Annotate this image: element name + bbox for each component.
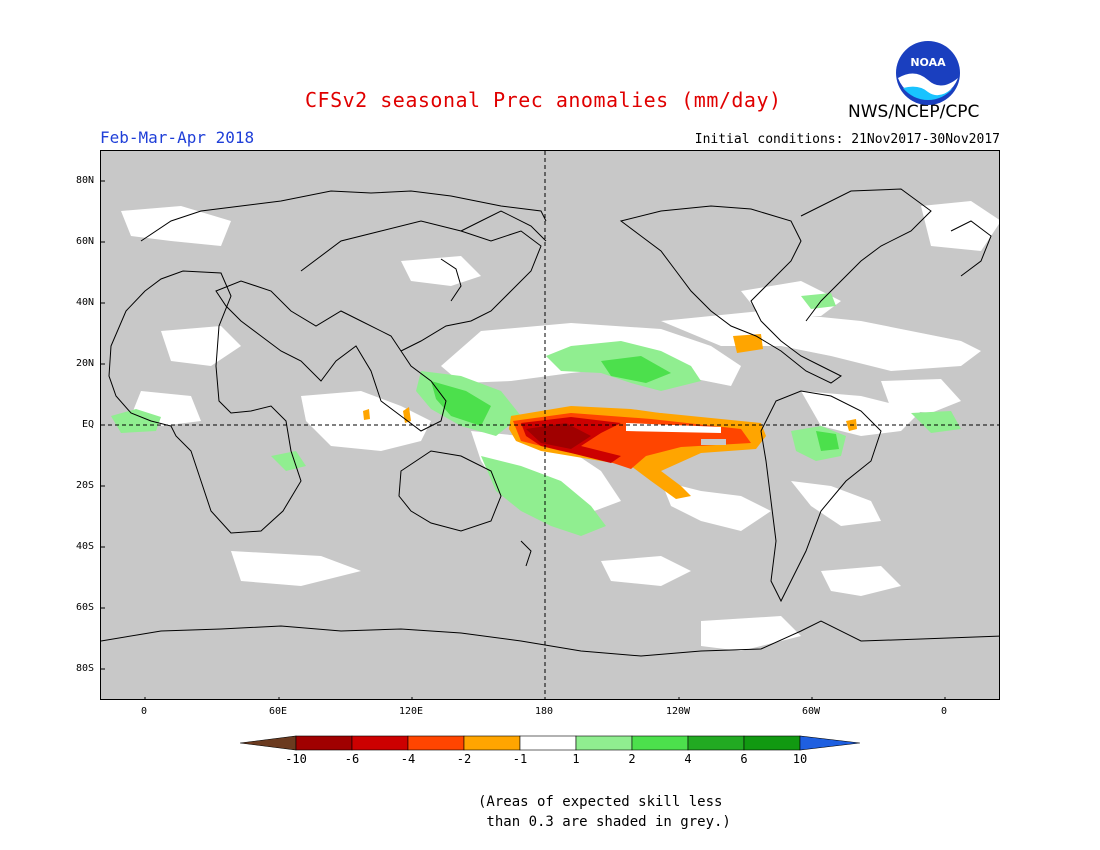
south-america-coast — [760, 390, 882, 603]
japan-coast — [440, 258, 462, 302]
kamchatka-coast — [460, 210, 547, 242]
wet-anomaly-regions — [111, 293, 961, 536]
lat-label-40s: 40S — [75, 541, 94, 552]
africa-coast — [108, 270, 302, 534]
coastlines — [101, 188, 999, 657]
colorbar-segment — [687, 735, 745, 751]
colorbar-tick: 1 — [572, 752, 580, 766]
lon-label-180: 180 — [534, 706, 554, 717]
colorbar-segment — [351, 735, 409, 751]
colorbar-arrow-left — [240, 735, 297, 751]
initial-conditions-label: Initial conditions: 21Nov2017-30Nov2017 — [694, 132, 1000, 147]
chart-title: CFSv2 seasonal Prec anomalies (mm/day) — [305, 88, 782, 112]
lon-label-0: 0 — [140, 706, 148, 717]
colorbar-tick: -4 — [400, 752, 416, 766]
colorbar-segment — [575, 735, 633, 751]
colorbar-segment — [463, 735, 521, 751]
colorbar-tick: 4 — [684, 752, 692, 766]
colorbar-segment — [407, 735, 465, 751]
north-america-coast — [619, 205, 842, 384]
colorbar-tick: -2 — [456, 752, 472, 766]
colorbar-tick: -6 — [344, 752, 360, 766]
axis-ticks — [101, 180, 946, 699]
colorbar-tick: 2 — [628, 752, 636, 766]
colorbar-segment — [295, 735, 353, 751]
lat-label-80n: 80N — [75, 175, 94, 186]
colorbar-segment — [743, 735, 801, 751]
lon-label-120w: 120W — [665, 706, 691, 717]
europe-coast — [950, 220, 992, 277]
colorbar-tick: 6 — [740, 752, 748, 766]
logo-text: NOAA — [910, 56, 946, 69]
lat-label-20n: 20N — [75, 358, 94, 369]
lon-label-60e: 60E — [268, 706, 288, 717]
skill-footnote: (Areas of expected skill less than 0.3 a… — [478, 794, 731, 830]
eurasia-north-coast — [140, 190, 547, 242]
lat-label-eq: EQ — [81, 419, 94, 430]
lat-label-60s: 60S — [75, 602, 94, 613]
colorbar-tick: 10 — [792, 752, 808, 766]
colorbar-arrow-right — [799, 735, 860, 751]
colorbar-tick: -1 — [512, 752, 528, 766]
lon-label-0-east: 0 — [940, 706, 948, 717]
season-label: Feb-Mar-Apr 2018 — [100, 128, 255, 147]
lat-label-40n: 40N — [75, 297, 94, 308]
lat-label-20s: 20S — [75, 480, 94, 491]
dry-anomaly-regions — [363, 334, 857, 499]
precip-anomaly-map — [100, 150, 1000, 700]
lat-label-80s: 80S — [75, 663, 94, 674]
asia-east-coast — [300, 220, 542, 352]
greenland-canada-coast — [800, 188, 932, 322]
noaa-logo: NOAA — [896, 41, 960, 105]
colorbar — [240, 735, 860, 751]
asia-south-coast — [215, 280, 447, 432]
lon-label-120e: 120E — [398, 706, 424, 717]
map-canvas — [101, 151, 999, 699]
colorbar-segment — [519, 735, 577, 751]
colorbar-segment — [631, 735, 689, 751]
antarctica-coast — [101, 620, 999, 657]
lon-label-60w: 60W — [801, 706, 821, 717]
australia-coast — [398, 450, 502, 532]
new-zealand-coast — [520, 540, 532, 567]
colorbar-tick: -10 — [285, 752, 307, 766]
organization-label: NWS/NCEP/CPC — [848, 102, 980, 122]
lat-label-60n: 60N — [75, 236, 94, 247]
